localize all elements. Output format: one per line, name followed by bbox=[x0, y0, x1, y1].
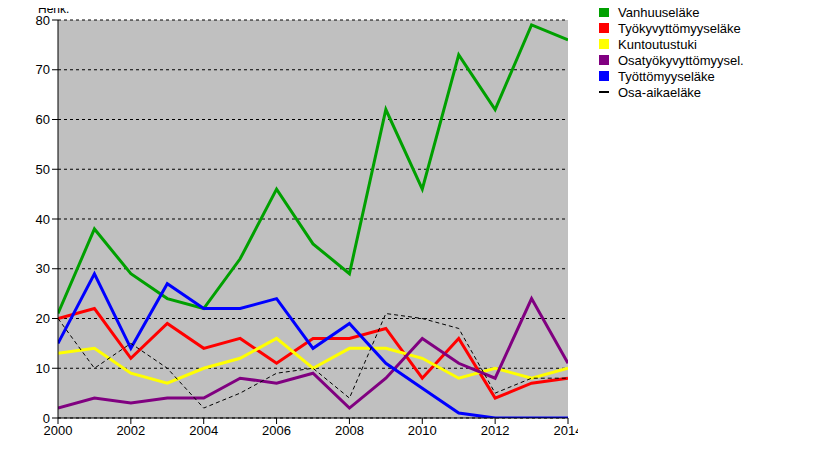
svg-text:70: 70 bbox=[36, 62, 50, 77]
svg-text:2002: 2002 bbox=[116, 423, 145, 438]
html-text:Osa-aikaeläke: Osa-aikaeläke bbox=[618, 84, 702, 100]
svg-text:2014: 2014 bbox=[554, 423, 578, 438]
html-text:Työttömyyseläke: Työttömyyseläke bbox=[618, 68, 715, 84]
html-text:Työkyvyttömyyseläke: Työkyvyttömyyseläke bbox=[618, 20, 741, 36]
svg-text:0: 0 bbox=[43, 411, 50, 426]
svg-text:2006: 2006 bbox=[262, 423, 291, 438]
svg-text:30: 30 bbox=[36, 261, 50, 276]
html-text:Kuntoutustuki: Kuntoutustuki bbox=[618, 36, 697, 52]
svg-text:10: 10 bbox=[36, 361, 50, 376]
svg-text:2000: 2000 bbox=[43, 423, 73, 439]
svg-text:2008: 2008 bbox=[335, 423, 364, 438]
html-text:Osatyökyvyttömyysel.: Osatyökyvyttömyysel. bbox=[618, 52, 744, 68]
svg-text:20: 20 bbox=[36, 311, 50, 326]
svg-text:2004: 2004 bbox=[189, 423, 218, 438]
svg-text:40: 40 bbox=[36, 212, 50, 227]
svg-text:60: 60 bbox=[36, 112, 50, 127]
html-text:Henk.: Henk. bbox=[38, 2, 70, 16]
svg-text:80: 80 bbox=[36, 13, 50, 28]
svg-text:50: 50 bbox=[36, 162, 50, 177]
html-text:Vanhuuseläke: Vanhuuseläke bbox=[618, 4, 700, 20]
svg-text:2012: 2012 bbox=[481, 423, 510, 438]
svg-text:2010: 2010 bbox=[408, 423, 437, 438]
